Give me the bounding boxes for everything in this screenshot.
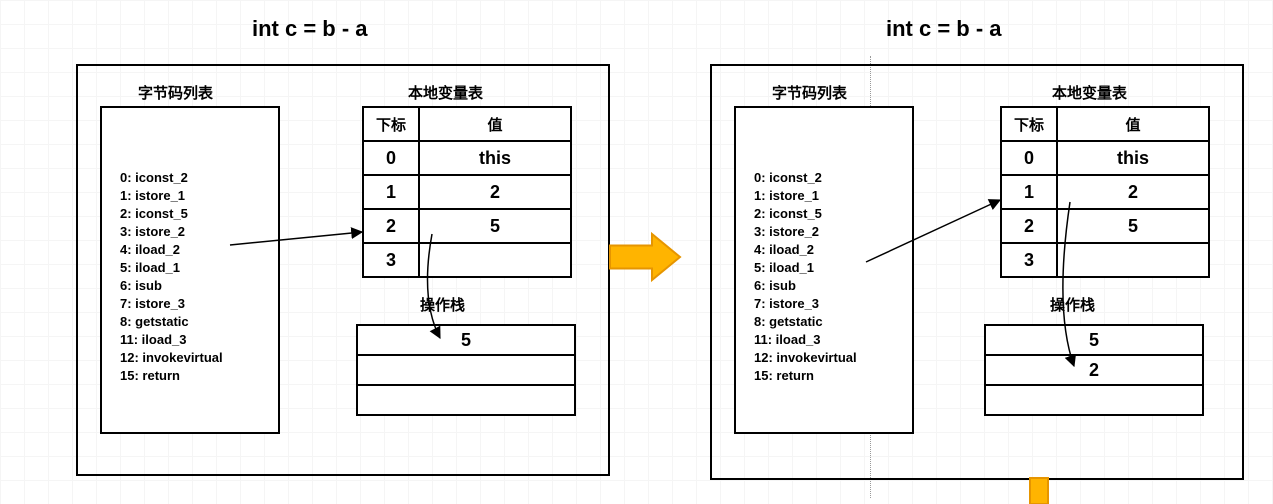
left-bytecode-line: 12: invokevirtual — [120, 350, 223, 365]
left-localvars-label: 本地变量表 — [408, 82, 483, 103]
table-cell: 0 — [1001, 141, 1057, 175]
right-bytecode-line: 0: iconst_2 — [754, 170, 822, 185]
table-cell: 5 — [1057, 209, 1209, 243]
table-cell: 3 — [1001, 243, 1057, 277]
left-bytecode-line: 4: iload_2 — [120, 242, 180, 257]
right-stack-table: 52 — [984, 324, 1204, 416]
table-cell: 2 — [363, 209, 419, 243]
left-bytecode-line: 3: istore_2 — [120, 224, 185, 239]
stack-cell — [985, 385, 1203, 415]
right-bytecode-line: 7: istore_3 — [754, 296, 819, 311]
right-bytecode-line: 1: istore_1 — [754, 188, 819, 203]
left-bytecode-line: 15: return — [120, 368, 180, 383]
table-header: 值 — [1057, 107, 1209, 141]
left-localvars-table: 下标值0this12253 — [362, 106, 572, 278]
table-cell: 0 — [363, 141, 419, 175]
right-bytecode-line: 11: iload_3 — [754, 332, 820, 347]
stack-cell — [357, 355, 575, 385]
left-bytecode-line: 8: getstatic — [120, 314, 189, 329]
right-bytecode-line: 12: invokevirtual — [754, 350, 857, 365]
left-stack-label: 操作栈 — [420, 294, 465, 315]
table-cell: 2 — [419, 175, 571, 209]
table-cell — [419, 243, 571, 277]
table-header: 下标 — [363, 107, 419, 141]
right-bytecode-line: 6: isub — [754, 278, 796, 293]
right-stack-label: 操作栈 — [1050, 294, 1095, 315]
right-bytecode-label: 字节码列表 — [772, 82, 847, 103]
left-bytecode-label: 字节码列表 — [138, 82, 213, 103]
table-header: 值 — [419, 107, 571, 141]
left-bytecode-line: 0: iconst_2 — [120, 170, 188, 185]
right-bytecode-line: 2: iconst_5 — [754, 206, 822, 221]
right-bytecode-line: 8: getstatic — [754, 314, 823, 329]
right-bytecode-line: 4: iload_2 — [754, 242, 814, 257]
table-cell — [1057, 243, 1209, 277]
stack-cell: 5 — [985, 325, 1203, 355]
table-cell: 2 — [1057, 175, 1209, 209]
left-bytecode-line: 1: istore_1 — [120, 188, 185, 203]
table-cell: 1 — [363, 175, 419, 209]
title-left: int c = b - a — [252, 16, 368, 42]
table-header: 下标 — [1001, 107, 1057, 141]
left-bytecode-line: 5: iload_1 — [120, 260, 180, 275]
table-cell: this — [1057, 141, 1209, 175]
left-stack-table: 5 — [356, 324, 576, 416]
table-cell: this — [419, 141, 571, 175]
stack-cell: 2 — [985, 355, 1203, 385]
table-cell: 2 — [1001, 209, 1057, 243]
left-bytecode-line: 7: istore_3 — [120, 296, 185, 311]
stack-cell: 5 — [357, 325, 575, 355]
stack-cell — [357, 385, 575, 415]
table-cell: 5 — [419, 209, 571, 243]
right-bytecode-line: 5: iload_1 — [754, 260, 814, 275]
right-localvars-label: 本地变量表 — [1052, 82, 1127, 103]
table-cell: 3 — [363, 243, 419, 277]
center-arrow-icon — [610, 234, 680, 280]
right-bytecode-line: 3: istore_2 — [754, 224, 819, 239]
left-bytecode-line: 2: iconst_5 — [120, 206, 188, 221]
left-bytecode-line: 11: iload_3 — [120, 332, 186, 347]
right-bottom-arrow-stub — [1030, 478, 1048, 504]
right-bytecode-line: 15: return — [754, 368, 814, 383]
title-right: int c = b - a — [886, 16, 1002, 42]
right-localvars-table: 下标值0this12253 — [1000, 106, 1210, 278]
left-bytecode-line: 6: isub — [120, 278, 162, 293]
table-cell: 1 — [1001, 175, 1057, 209]
